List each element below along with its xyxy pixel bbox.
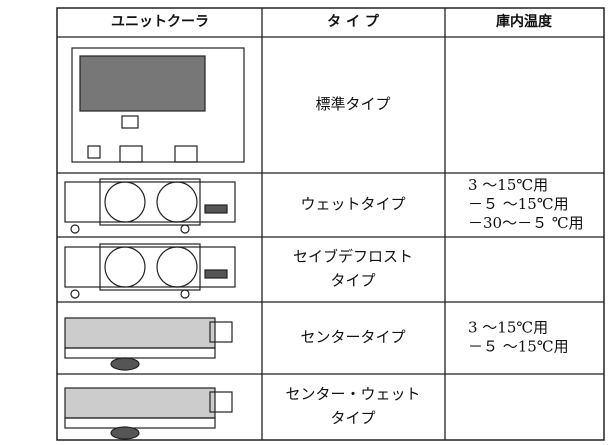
temp-text: 3 ～15℃用 xyxy=(468,176,548,194)
temp-text: －５ ～15℃用 xyxy=(468,195,569,213)
temp-text: －５ ～15℃用 xyxy=(468,338,569,356)
header-cell: ユニットクーラ xyxy=(111,14,209,30)
type-text: セイブデフロスト xyxy=(293,248,413,266)
temp-text: －30～－５ ℃用 xyxy=(468,214,584,232)
header-cell: タ イ プ xyxy=(327,14,380,30)
type-text: タイプ xyxy=(330,272,375,290)
unit-illustrations xyxy=(64,47,245,440)
type-text: 標準タイプ xyxy=(315,95,390,113)
type-text: タイプ xyxy=(330,409,375,427)
table-grid xyxy=(56,7,605,441)
type-text: センタータイプ xyxy=(300,328,405,346)
type-text: ウェットタイプ xyxy=(300,195,405,213)
temp-text: 3 ～15℃用 xyxy=(468,319,548,337)
header-cell: 庫内温度 xyxy=(496,13,553,30)
type-text: センター・ウェット xyxy=(285,385,420,403)
table-text: ユニットクーラタ イ プ庫内温度標準タイプウェットタイプ3 ～15℃用－５ ～1… xyxy=(111,13,584,427)
